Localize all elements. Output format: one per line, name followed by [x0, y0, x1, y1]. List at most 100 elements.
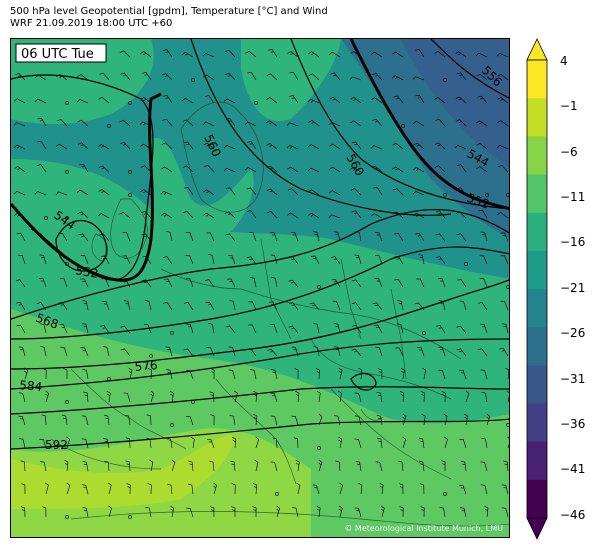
wind-barb [289, 71, 299, 81]
wind-barb [329, 166, 341, 173]
wind-barb [187, 483, 194, 495]
calm-wind-marker [443, 492, 447, 496]
wind-barb [266, 165, 278, 173]
wind-barb [202, 121, 215, 127]
calm-wind-marker [149, 354, 153, 358]
wind-barb [160, 191, 173, 196]
wind-barb [98, 165, 110, 173]
copyright-notice: © Meteorological Institute Munich, LMU [344, 524, 503, 533]
wind-barb [266, 143, 278, 150]
wind-barb [397, 300, 404, 311]
wind-barb [37, 117, 47, 127]
calm-wind-marker [443, 78, 447, 82]
wind-barb [266, 188, 278, 196]
wind-barb [229, 300, 236, 311]
wind-barb [18, 392, 26, 403]
wind-barb [330, 256, 341, 265]
wind-barb [41, 506, 47, 518]
wind-barb [497, 212, 509, 219]
calm-wind-marker [170, 331, 174, 335]
wind-barb [496, 53, 509, 58]
map-canvas: 560 560 556 544 552 544 552 568 576 584 … [11, 39, 509, 537]
wind-barb [81, 484, 89, 495]
wind-barb [232, 437, 237, 449]
wind-barb [373, 187, 383, 196]
wind-barb [13, 122, 26, 127]
colorbar-band [527, 365, 547, 404]
wind-barb [271, 277, 278, 288]
wind-barb [288, 302, 299, 311]
wind-barb [185, 370, 194, 380]
wind-barb [395, 347, 404, 357]
wind-barb [271, 369, 278, 380]
wind-barb [399, 506, 404, 518]
wind-barb [185, 255, 194, 265]
wind-barb [497, 120, 509, 127]
wind-barb [505, 367, 509, 380]
wind-barb [224, 50, 236, 58]
colorbar-frame [526, 59, 548, 519]
wind-barb [250, 277, 257, 288]
wind-barb [372, 118, 383, 127]
wind-barb [316, 390, 321, 403]
calm-wind-marker [191, 78, 195, 82]
wind-barb [394, 278, 404, 288]
wind-barb [186, 323, 194, 334]
colorbar-tick: −6 [560, 145, 578, 159]
wind-barb [358, 482, 363, 495]
wind-barb [56, 74, 68, 81]
wind-barb [435, 256, 446, 265]
wind-barb [229, 415, 236, 426]
wind-barb [290, 232, 299, 242]
wind-barb [36, 164, 47, 173]
wind-barb [16, 232, 26, 242]
wind-barb [270, 254, 278, 265]
wind-barb [145, 300, 152, 311]
scandinavia-region [151, 137, 254, 243]
wind-barb [435, 233, 446, 242]
wind-barb [223, 167, 236, 173]
wind-barb [375, 346, 383, 357]
wind-barb [246, 348, 257, 357]
wind-barb [415, 232, 425, 242]
wind-barb [13, 190, 26, 196]
wind-barb [120, 325, 131, 334]
wind-barb [145, 507, 152, 518]
calm-wind-marker [65, 400, 69, 404]
wind-barb [15, 279, 26, 288]
wind-barb [247, 141, 257, 150]
calm-wind-marker [65, 170, 69, 174]
wind-barb [246, 210, 257, 219]
wind-barb [307, 167, 320, 173]
wind-barb [291, 415, 299, 426]
wind-barb [247, 71, 257, 81]
wind-barb [335, 460, 341, 472]
wind-barb [171, 459, 176, 472]
wind-barb [205, 301, 215, 311]
colorbar-band [527, 289, 547, 328]
wind-barb [338, 505, 343, 518]
wind-barb [270, 415, 278, 426]
wind-barb [479, 278, 488, 288]
wind-barb [183, 141, 194, 150]
wind-barb [66, 482, 71, 495]
wind-barb [330, 72, 341, 81]
wind-barb [128, 367, 133, 380]
wind-barb [478, 209, 488, 219]
wind-barb [146, 414, 152, 426]
wind-barb [181, 98, 194, 104]
wind-barb [266, 97, 278, 104]
wind-barb [162, 49, 173, 58]
wind-barb [225, 118, 236, 127]
calm-wind-marker [107, 124, 111, 128]
wind-barb [123, 392, 131, 403]
wind-barb [161, 73, 173, 81]
wind-barb [332, 301, 341, 311]
wind-barb [308, 73, 320, 81]
colorbar-band [527, 403, 547, 443]
wind-barb [140, 51, 152, 58]
colorbar-band [527, 441, 547, 481]
wind-barb [351, 210, 362, 219]
wind-barb [223, 145, 236, 150]
wind-barb [294, 368, 299, 380]
